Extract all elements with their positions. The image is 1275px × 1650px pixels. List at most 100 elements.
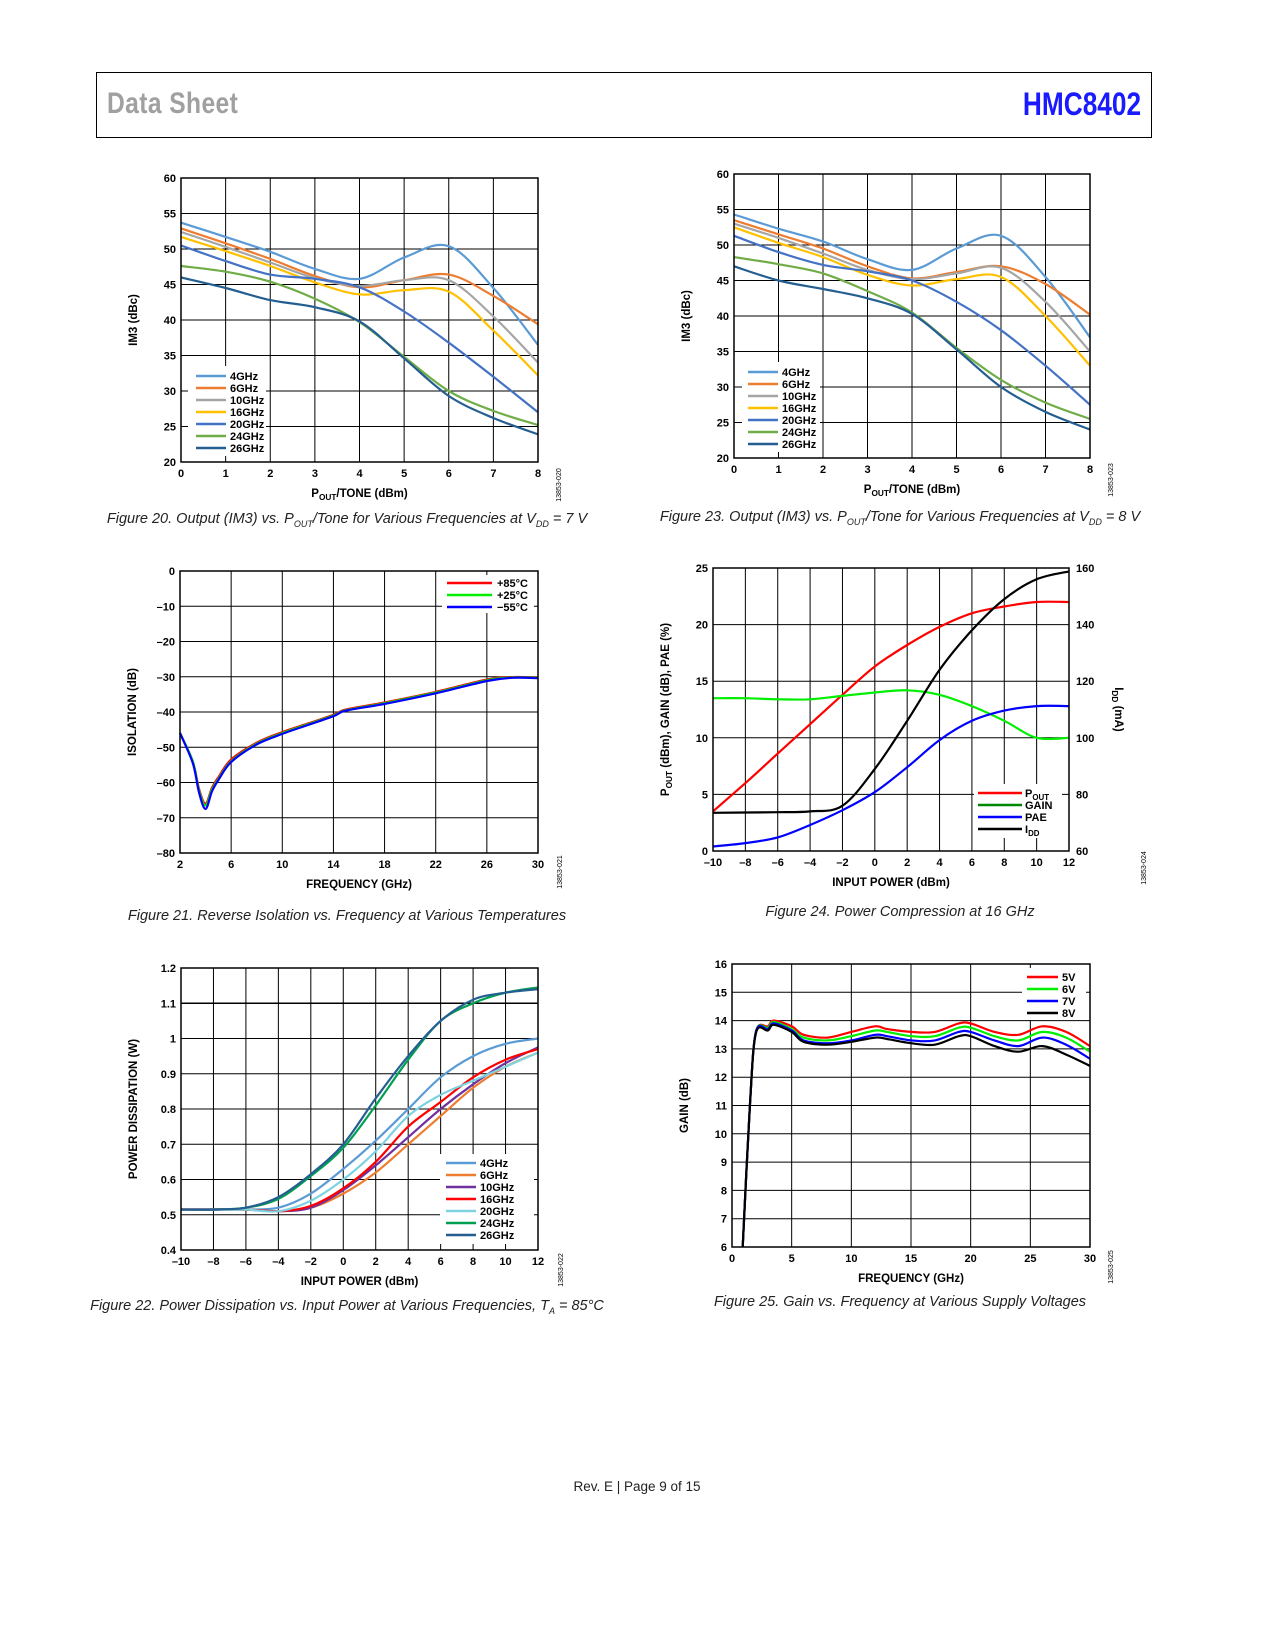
y-tick-label: 7 (721, 1214, 727, 1226)
legend-label: 20GHz (230, 419, 265, 431)
y-tick-label: –60 (157, 778, 175, 790)
legend-label: 26GHz (230, 443, 265, 455)
legend-label: 6V (1062, 984, 1076, 996)
series-line (712, 704, 1070, 848)
legend-label: 7V (1062, 996, 1076, 1008)
x-tick-label: 4 (405, 1256, 412, 1268)
x-tick-label: –4 (804, 857, 817, 869)
series-line (741, 1023, 1091, 1248)
part-number: HMC8402 (1022, 86, 1141, 122)
legend-label: 6GHz (782, 379, 811, 391)
series-line (180, 230, 539, 364)
figure-code: 13853-021 (557, 855, 564, 889)
legend-label: 26GHz (480, 1230, 515, 1242)
x-tick-label: 18 (378, 859, 390, 871)
legend-label: POUT (1025, 788, 1049, 802)
x-tick-label: 3 (864, 464, 870, 476)
legend-label: 10GHz (480, 1182, 515, 1194)
chart-fig22: –10 –8 –6 –4 –2 0 2 4 6 8 10 12 0.4 0.5 0.6 0.7 0.8 0.9 1 1… (128, 963, 565, 1288)
legend-label: 20GHz (782, 415, 817, 427)
series-line (178, 676, 539, 807)
y2-tick-label: 60 (1076, 846, 1088, 858)
x-tick-label: 1 (223, 468, 229, 480)
y-tick-label: 55 (164, 209, 176, 221)
legend-label: PAE (1025, 812, 1047, 824)
x-axis-label: POUT/TONE (dBm) (864, 484, 961, 498)
x-tick-label: 0 (729, 1253, 735, 1265)
x-tick-label: 2 (904, 857, 910, 869)
figure-caption: Figure 23. Output (IM3) vs. POUT/Tone fo… (659, 509, 1141, 527)
plot-frame (733, 173, 1091, 459)
y-tick-label: –20 (157, 637, 175, 649)
legend-label: −55°C (497, 602, 528, 614)
x-tick-label: 30 (532, 859, 544, 871)
x-tick-label: 0 (872, 857, 878, 869)
y-tick-label: 0.7 (161, 1139, 176, 1151)
chart-fig25: 0 5 10 15 20 25 30 6 7 8 9 10 11 12 13 14 15 16 FREQUENCY … (679, 959, 1115, 1285)
y-tick-label: 0.5 (161, 1210, 176, 1222)
x-tick-label: 26 (481, 859, 493, 871)
x-tick-label: 12 (1063, 857, 1075, 869)
y-tick-label: 60 (717, 169, 729, 181)
legend-label: 20GHz (480, 1206, 515, 1218)
x-tick-label: –8 (207, 1256, 219, 1268)
legend-label: GAIN (1025, 800, 1053, 812)
y-tick-label: –50 (157, 742, 175, 754)
page-footer: Rev. E | Page 9 of 15 (573, 1479, 701, 1494)
series-line (180, 235, 539, 377)
y-axis-label: IM3 (dBc) (128, 294, 140, 346)
x-tick-label: 0 (178, 468, 184, 480)
legend-label: 4GHz (782, 367, 811, 379)
legend-label: +25°C (497, 590, 528, 602)
legend-label: 16GHz (782, 403, 817, 415)
series-line (181, 1051, 539, 1213)
figure-code: 13853-025 (1108, 1250, 1115, 1284)
x-tick-label: 0 (340, 1256, 346, 1268)
y-tick-label: –40 (157, 707, 175, 719)
y-tick-label: 25 (164, 422, 176, 434)
plot-frame (179, 570, 539, 854)
x-tick-label: 25 (1024, 1253, 1036, 1265)
y-tick-label: 1.2 (161, 963, 176, 975)
x-axis-label: INPUT POWER (dBm) (832, 877, 950, 889)
y-tick-label: 45 (717, 276, 729, 288)
x-tick-label: 5 (953, 464, 959, 476)
series-line (741, 1019, 1091, 1248)
legend-label: 6GHz (230, 383, 259, 395)
chart-fig24: –10 –8 –6 –4 –2 0 2 4 6 8 10 1205101520256080100120… (660, 563, 1148, 889)
x-tick-label: 8 (535, 468, 541, 480)
legend-label: 4GHz (480, 1158, 509, 1170)
x-tick-label: 5 (789, 1253, 795, 1265)
y-tick-label: 10 (696, 733, 708, 745)
x-tick-label: 22 (430, 859, 442, 871)
series-line (712, 689, 1070, 741)
x-tick-label: 10 (1031, 857, 1043, 869)
x-tick-label: 7 (1042, 464, 1048, 476)
series-line (733, 222, 1091, 353)
y-tick-label: 0.4 (161, 1245, 177, 1257)
plot-frame (180, 967, 539, 1251)
x-tick-label: 6 (446, 468, 452, 480)
x-axis-label: POUT/TONE (dBm) (311, 488, 408, 502)
chart-fig21: 2 6 10 14 18 22 26 30–80–70–60–50–40–30–20–100F… (127, 566, 564, 891)
y-tick-label: 9 (721, 1157, 727, 1169)
y-tick-label: 0.9 (161, 1069, 176, 1081)
y-tick-label: 50 (164, 244, 176, 256)
y-tick-label: 16 (715, 959, 727, 971)
x-tick-label: 20 (965, 1253, 977, 1265)
x-tick-label: 8 (1087, 464, 1093, 476)
y-tick-label: 30 (164, 386, 176, 398)
series-line (712, 600, 1070, 813)
legend-label: 10GHz (230, 395, 265, 407)
y-tick-label: 60 (164, 173, 176, 185)
x-tick-label: 6 (438, 1256, 444, 1268)
y-tick-label: 0 (169, 566, 175, 578)
y-tick-label: 6 (721, 1242, 727, 1254)
legend-label: 16GHz (230, 407, 265, 419)
series-line (180, 988, 539, 1211)
y-tick-label: –30 (157, 672, 175, 684)
y-tick-label: 5 (702, 789, 708, 801)
series-line (180, 221, 539, 346)
page-header: Data Sheet HMC8402 (96, 72, 1152, 138)
